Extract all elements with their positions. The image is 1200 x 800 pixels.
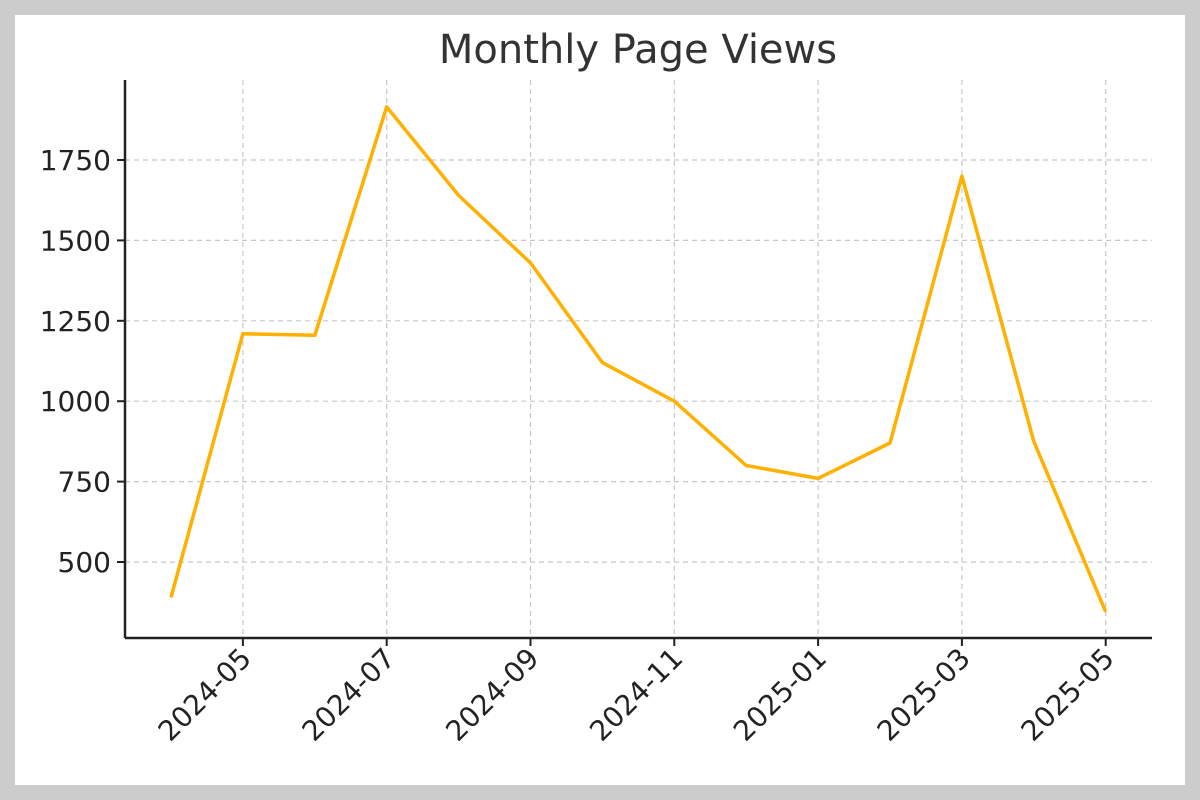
grid [125,80,1152,638]
x-tick-label: 2024-07 [296,642,402,748]
y-tick-label: 1750 [40,144,111,177]
y-tick-label: 1000 [40,385,111,418]
y-tick-label: 1500 [40,224,111,257]
x-tick-label: 2024-05 [152,642,258,748]
series-line [169,105,1108,613]
ticks: 500 750 1000 1250 1500 1750 2024-05 2024-07 2024… [40,144,1121,748]
series [169,105,1108,613]
axes [123,80,1152,640]
x-tick-label: 2024-09 [439,642,545,748]
y-tick-label: 750 [58,466,111,499]
y-tick-label: 500 [58,546,111,579]
x-tick-label: 2024-11 [583,642,689,748]
y-tick-label: 1250 [40,305,111,338]
chart-title: Monthly Page Views [439,27,837,73]
x-tick-label: 2025-03 [871,642,977,748]
chart-frame [15,15,1185,785]
x-tick-label: 2025-05 [1015,642,1121,748]
x-tick-label: 2025-01 [727,642,833,748]
